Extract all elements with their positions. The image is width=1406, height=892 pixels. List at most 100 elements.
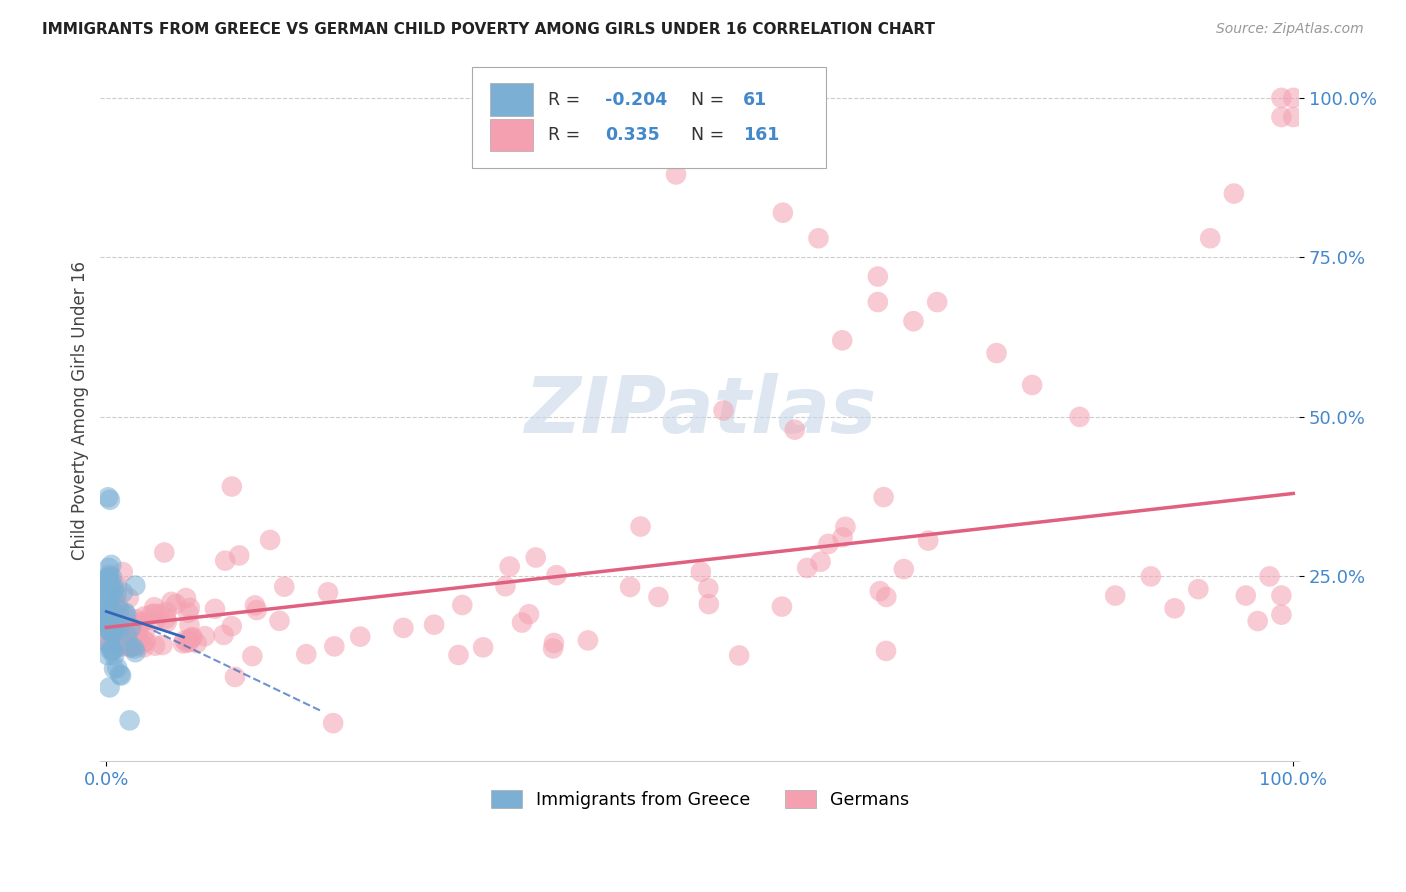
Point: [1282, 110, 1305, 124]
Point: [447, 648, 470, 662]
Point: [1270, 607, 1292, 622]
Text: -0.204: -0.204: [605, 91, 668, 109]
Point: [97, 633, 120, 648]
Point: [104, 610, 127, 624]
Point: [100, 558, 122, 572]
Point: [665, 168, 688, 182]
Point: [103, 581, 125, 595]
Legend: Immigrants from Greece, Germans: Immigrants from Greece, Germans: [484, 783, 915, 816]
Point: [97, 648, 120, 662]
Point: [647, 590, 669, 604]
Point: [96, 582, 118, 596]
Point: [872, 490, 894, 504]
Point: [114, 606, 136, 620]
Point: [875, 590, 897, 604]
Point: [128, 634, 150, 648]
Point: [148, 607, 170, 621]
Point: [132, 615, 155, 629]
Point: [517, 607, 540, 622]
Point: [1234, 589, 1257, 603]
Point: [541, 641, 564, 656]
Point: [117, 629, 139, 643]
Point: [156, 615, 179, 629]
Point: [179, 632, 201, 646]
Point: [118, 591, 141, 605]
Point: [866, 269, 889, 284]
Point: [214, 554, 236, 568]
Point: [524, 550, 547, 565]
Point: [1187, 582, 1209, 596]
Point: [1069, 409, 1091, 424]
Point: [104, 607, 127, 621]
Point: [875, 644, 897, 658]
Point: [1223, 186, 1246, 201]
Point: [831, 334, 853, 348]
Point: [141, 607, 163, 621]
Point: [100, 628, 122, 642]
Point: [143, 607, 166, 621]
Point: [112, 622, 135, 636]
Point: [134, 626, 156, 640]
Point: [129, 617, 152, 632]
Point: [96, 615, 118, 629]
Point: [810, 555, 832, 569]
Point: [124, 578, 146, 592]
Point: [174, 591, 197, 605]
Point: [103, 662, 125, 676]
Point: [97, 622, 120, 636]
Point: [160, 595, 183, 609]
Point: [246, 603, 269, 617]
Point: [98, 599, 121, 613]
Point: [101, 587, 124, 601]
Point: [101, 620, 124, 634]
Point: [322, 716, 344, 731]
Point: [1021, 378, 1043, 392]
Point: [510, 615, 533, 630]
Point: [155, 611, 177, 625]
Point: [97, 635, 120, 649]
Point: [100, 579, 122, 593]
Point: [134, 609, 156, 624]
Point: [110, 639, 132, 653]
Point: [927, 295, 949, 310]
Point: [173, 633, 195, 648]
Point: [124, 641, 146, 656]
Point: [105, 596, 128, 610]
Text: N =: N =: [692, 126, 730, 144]
FancyBboxPatch shape: [472, 67, 825, 169]
Point: [103, 642, 125, 657]
Point: [100, 625, 122, 640]
Point: [98, 575, 121, 590]
Point: [783, 423, 806, 437]
Point: [97, 570, 120, 584]
Point: [97, 619, 120, 633]
Point: [243, 599, 266, 613]
Point: [115, 607, 138, 622]
Point: [1247, 614, 1270, 628]
Point: [122, 639, 145, 653]
Point: [546, 568, 568, 582]
Point: [97, 572, 120, 586]
Point: [96, 599, 118, 613]
Point: [107, 626, 129, 640]
FancyBboxPatch shape: [489, 119, 533, 151]
Point: [619, 580, 641, 594]
FancyBboxPatch shape: [489, 84, 533, 116]
Point: [986, 346, 1008, 360]
Point: [181, 630, 204, 644]
Point: [97, 604, 120, 618]
Point: [713, 403, 735, 417]
Point: [295, 647, 318, 661]
Point: [96, 600, 118, 615]
Point: [121, 640, 143, 654]
Point: [134, 634, 156, 648]
Point: [221, 619, 243, 633]
Point: [472, 640, 495, 655]
Point: [96, 588, 118, 602]
Point: [152, 638, 174, 652]
Point: [125, 626, 148, 640]
Point: [1270, 110, 1292, 124]
Point: [108, 640, 131, 654]
Point: [103, 591, 125, 606]
Point: [903, 314, 925, 328]
